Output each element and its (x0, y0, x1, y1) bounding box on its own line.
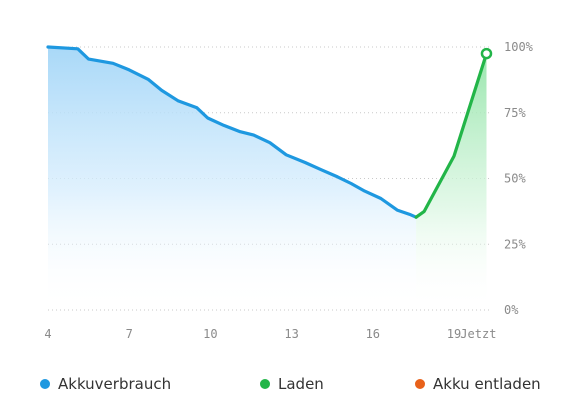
legend-label: Laden (278, 375, 324, 393)
x-tick-label: 10 (203, 327, 217, 341)
legend-item-akku-entladen[interactable]: Akku entladen (415, 370, 541, 398)
current-level-marker (480, 47, 493, 60)
legend-dot-blue-icon (40, 379, 50, 389)
line-laden (414, 52, 489, 219)
area-fills (48, 47, 487, 310)
area-laden (416, 53, 487, 310)
y-tick-label: 75% (504, 106, 526, 120)
legend-item-laden[interactable]: Laden (260, 370, 324, 398)
x-axis-ticks: 4 7 10 13 16 19 Jetzt (44, 327, 496, 341)
chart-legend: Akkuverbrauch Laden Akku entladen (0, 370, 574, 398)
x-tick-label: Jetzt (460, 327, 496, 341)
line-akkuverbrauch (46, 45, 418, 219)
x-tick-label: 7 (126, 327, 133, 341)
legend-label: Akku entladen (433, 375, 541, 393)
legend-dot-orange-icon (415, 379, 425, 389)
x-tick-label: 13 (284, 327, 298, 341)
x-tick-label: 16 (366, 327, 380, 341)
legend-dot-green-icon (260, 379, 270, 389)
y-tick-label: 25% (504, 237, 526, 251)
y-tick-label: 100% (504, 40, 534, 54)
x-tick-label: 19 (447, 327, 461, 341)
markers (480, 47, 493, 60)
y-tick-label: 0% (504, 303, 519, 317)
series-lines (46, 45, 489, 219)
legend-label: Akkuverbrauch (58, 375, 172, 393)
x-tick-label: 4 (44, 327, 51, 341)
legend-item-akkuverbrauch[interactable]: Akkuverbrauch (40, 370, 171, 398)
y-tick-label: 50% (504, 172, 526, 186)
area-akkuverbrauch (48, 47, 417, 310)
y-axis-ticks: 0% 25% 50% 75% 100% (504, 40, 534, 317)
